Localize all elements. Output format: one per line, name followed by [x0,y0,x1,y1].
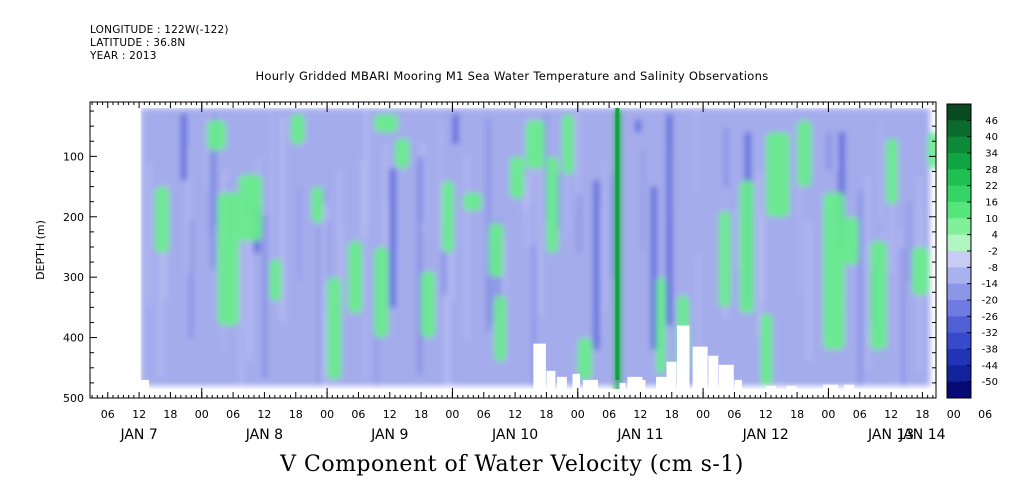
x-hour-tick-label: 18 [665,408,679,421]
plot-frame [89,101,937,399]
x-hour-tick-label: 06 [727,408,741,421]
colorbar-swatch [947,218,971,236]
colorbar-label: 16 [985,198,998,209]
colorbar-label: -14 [982,279,998,290]
x-hour-tick-label: 00 [696,408,710,421]
x-hour-tick-label: 18 [790,408,804,421]
colorbar-swatch [947,234,971,252]
colorbar-swatch [947,349,971,366]
colorbar-label: -8 [988,263,998,274]
x-hour-tick-label: 00 [947,408,961,421]
x-hour-tick-label: 06 [351,408,365,421]
x-hour-tick-label: 06 [477,408,491,421]
x-hour-tick-label: 12 [132,408,146,421]
colorbar-swatch [947,365,971,383]
x-day-label: JAN 9 [370,427,408,443]
colorbar-label: -20 [982,296,998,307]
x-hour-tick-label: 00 [821,408,835,421]
x-hour-tick-label: 12 [884,408,898,421]
x-hour-tick-label: 06 [101,408,115,421]
x-day-label: JAN 10 [491,427,538,443]
heatmap-field [90,102,936,398]
y-tick-label: 200 [63,211,84,224]
colorbar-swatch [947,104,971,121]
colorbar-swatch [947,283,971,301]
y-tick-label: 300 [63,271,84,284]
x-day-label: JAN 7 [119,427,157,443]
colorbar-label: 46 [985,116,998,127]
colorbar-label: 4 [992,230,998,241]
chart-svg: 06 12 18 00 06 12 18 00 06 12 18 00 06 12 18 00 06 12 18 00… [34,101,998,443]
x-hour-tick-label: 18 [289,408,303,421]
colorbar-swatch [947,251,971,268]
colorbar-label: -26 [982,312,998,323]
colorbar-label: 28 [985,165,998,176]
y-tick-label: 400 [63,332,84,345]
x-day-label: JAN 11 [616,427,663,443]
x-hour-tick-label: 12 [759,408,773,421]
chart-title: Hourly Gridded MBARI Mooring M1 Sea Wate… [255,69,769,83]
x-hour-tick-label: 00 [571,408,585,421]
y-tick-label: 500 [63,392,84,405]
y-tick-label: 100 [63,150,84,163]
colorbar-swatch [947,316,971,334]
colorbar-swatch [947,332,971,350]
x-hour-tick-label: 12 [383,408,397,421]
year-label: YEAR : 2013 [90,50,157,62]
colorbar-swatch [947,300,971,317]
colorbar-swatch [947,381,971,399]
colorbar: 46 40 34 28 22 16 10 4 -2 -8 -14 -20 -26 -32 -38 -44 -50 [946,103,998,399]
colorbar-label: -44 [982,361,998,372]
colorbar-swatch [947,267,971,285]
x-hour-tick-label: 00 [320,408,334,421]
chart-footer-label: V Component of Water Velocity (cm s-1) [280,452,744,477]
x-hour-tick-label: 06 [853,408,867,421]
colorbar-swatch [947,169,971,187]
x-hour-tick-label: 18 [163,408,177,421]
x-hour-tick-label: 12 [633,408,647,421]
x-day-label: JAN 14 [898,427,945,443]
colorbar-label: 10 [985,214,998,225]
colorbar-label: 34 [985,149,998,160]
colorbar-label: -2 [988,247,998,258]
x-hour-tick-label: 18 [414,408,428,421]
x-hour-tick-label: 12 [257,408,271,421]
x-hour-tick-label: 06 [602,408,616,421]
y-axis-label: DEPTH (m) [34,220,47,280]
colorbar-swatch [947,202,971,219]
colorbar-swatch [947,185,971,203]
x-day-label: JAN 8 [245,427,283,443]
x-hour-tick-label: 18 [915,408,929,421]
x-day-label: JAN 13 [867,427,914,443]
latitude-label: LATITUDE : 36.8N [90,37,186,49]
x-day-label: JAN 12 [742,427,789,443]
x-hour-tick-label: 18 [539,408,553,421]
axes: 06 12 18 00 06 12 18 00 06 12 18 00 06 12 18 00 06 12 18 00… [63,101,992,443]
colorbar-label: -32 [982,328,998,339]
longitude-label: LONGITUDE : 122W(-122) [90,24,229,36]
x-hour-tick-label: 00 [445,408,459,421]
x-hour-tick-label: 12 [508,408,522,421]
colorbar-swatch [947,120,971,138]
colorbar-swatch [947,153,971,170]
colorbar-label: 22 [985,181,998,192]
x-hour-tick-label: 06 [978,408,992,421]
colorbar-label: -38 [982,345,998,356]
x-hour-tick-label: 06 [226,408,240,421]
colorbar-swatch [947,136,971,154]
colorbar-label: -50 [982,377,998,388]
colorbar-label: 40 [985,132,998,143]
x-hour-tick-label: 00 [195,408,209,421]
